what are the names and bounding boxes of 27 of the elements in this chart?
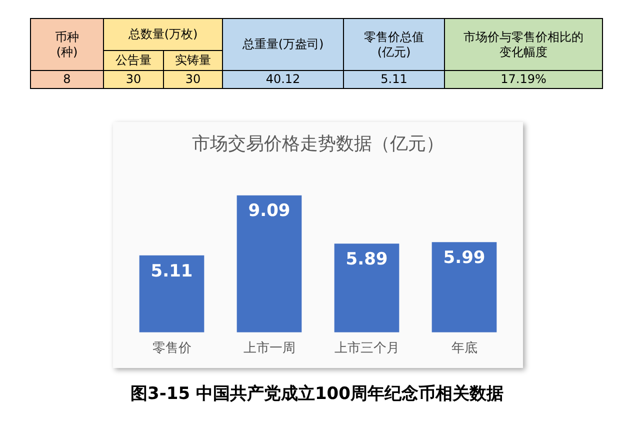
bar: [334, 244, 400, 332]
text: 公告量: [103, 50, 164, 71]
text: 币种(种): [30, 18, 104, 71]
data-label: 5.99: [443, 248, 486, 268]
text: 30: [103, 70, 164, 89]
text: 总重量(万盎司): [222, 18, 344, 71]
x-tick-label: 零售价: [152, 340, 192, 355]
text: 40.12: [222, 70, 344, 89]
bar: [139, 255, 204, 332]
x-tick-label: 年底: [451, 340, 478, 355]
text: 17.19%: [444, 70, 603, 89]
bar: [432, 242, 497, 332]
data-label: 9.09: [248, 201, 290, 222]
data-label: 5.11: [150, 261, 193, 282]
bar: [236, 195, 302, 332]
text: 零售价总值(亿元): [343, 18, 445, 71]
text: 总数量(万枚): [103, 18, 223, 51]
text: 市场价与零售价相比的变化幅度: [444, 18, 603, 71]
data-label: 5.89: [346, 250, 388, 270]
text: 8: [30, 70, 104, 89]
text: 5.11: [343, 70, 445, 89]
x-tick-label: 上市三个月: [334, 340, 400, 355]
x-tick-label: 上市一周: [243, 340, 296, 355]
caption: 图3-15 中国共产党成立100周年纪念币相关数据: [130, 383, 504, 405]
chart-title: 市场交易价格走势数据（亿元）: [192, 133, 444, 154]
text: 30: [163, 70, 223, 89]
text: 实铸量: [163, 50, 223, 71]
